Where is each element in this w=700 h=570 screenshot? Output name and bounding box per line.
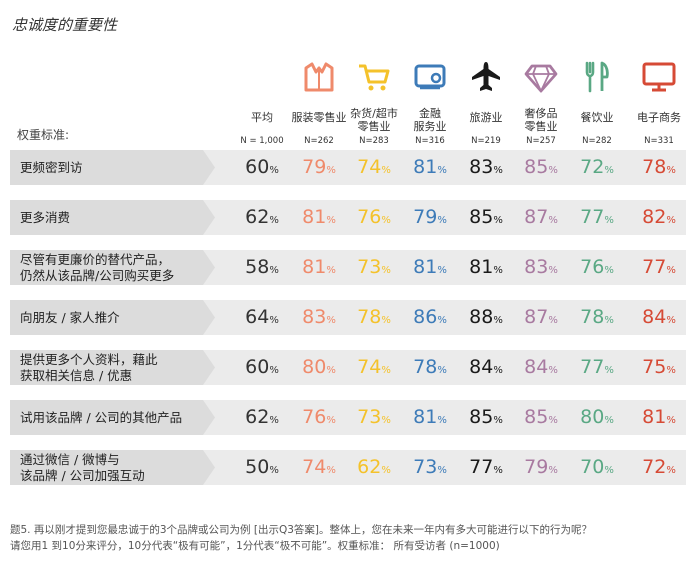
- column-sample-size: N=257: [526, 136, 556, 146]
- column-sample-size: N=316: [415, 136, 445, 146]
- footnote: 题5. 再以刚才提到您最忠诚于的3个品牌或公司为例 [出示Q3答案]。整体上，您…: [10, 522, 700, 554]
- value-cell: 80%: [302, 356, 336, 378]
- shopping-cart-icon: [357, 60, 391, 94]
- column-label: 电子商务: [637, 111, 681, 124]
- value-cell: 85%: [524, 406, 558, 428]
- value-cell: 78%: [357, 306, 391, 328]
- diamond-icon: [524, 60, 558, 94]
- row-label: 尽管有更廉价的替代产品， 仍然从该品牌/公司购买更多: [10, 250, 215, 285]
- value-cell: 73%: [357, 256, 391, 278]
- value-cell: 87%: [524, 206, 558, 228]
- column-sample-size: N = 1,000: [240, 136, 284, 146]
- shirt-icon: [302, 60, 336, 94]
- value-cell: 76%: [302, 406, 336, 428]
- value-cell: 73%: [413, 456, 447, 478]
- value-cell: 85%: [469, 406, 503, 428]
- value-cell: 50%: [245, 456, 279, 478]
- fork-knife-icon: [580, 60, 614, 94]
- value-cell: 70%: [580, 456, 614, 478]
- value-cell: 84%: [642, 306, 676, 328]
- value-cell: 81%: [642, 406, 676, 428]
- value-cell: 83%: [302, 306, 336, 328]
- value-cell: 79%: [302, 156, 336, 178]
- value-cell: 78%: [580, 306, 614, 328]
- value-cell: 82%: [642, 206, 676, 228]
- column-sample-size: N=331: [644, 136, 674, 146]
- value-cell: 60%: [245, 356, 279, 378]
- value-cell: 80%: [580, 406, 614, 428]
- row-label: 提供更多个人资料，藉此 获取相关信息 / 优惠: [10, 350, 215, 385]
- row-label: 试用该品牌 / 公司的其他产品: [10, 400, 215, 435]
- value-cell: 84%: [524, 356, 558, 378]
- value-cell: 75%: [642, 356, 676, 378]
- value-cell: 81%: [302, 256, 336, 278]
- footnote-line-2: 请您用1 到10分来评分，10分代表“极有可能”，1分代表“极不可能”。权重标准…: [10, 540, 500, 552]
- value-cell: 74%: [357, 156, 391, 178]
- value-cell: 76%: [580, 256, 614, 278]
- value-cell: 78%: [642, 156, 676, 178]
- column-label: 餐饮业: [580, 111, 614, 124]
- value-cell: 77%: [580, 356, 614, 378]
- value-cell: 83%: [469, 156, 503, 178]
- column-label: 旅游业: [469, 111, 503, 124]
- column-label: 平均: [251, 111, 273, 124]
- value-cell: 81%: [469, 256, 503, 278]
- value-cell: 60%: [245, 156, 279, 178]
- row-label: 通过微信 / 微博与 该品牌 / 公司加强互动: [10, 450, 215, 485]
- value-cell: 85%: [524, 156, 558, 178]
- value-cell: 64%: [245, 306, 279, 328]
- value-cell: 85%: [469, 206, 503, 228]
- value-cell: 88%: [469, 306, 503, 328]
- value-cell: 78%: [413, 356, 447, 378]
- chart-title: 忠诚度的重要性: [12, 16, 118, 34]
- value-cell: 87%: [524, 306, 558, 328]
- value-cell: 72%: [580, 156, 614, 178]
- value-cell: 79%: [413, 206, 447, 228]
- value-cell: 81%: [413, 156, 447, 178]
- column-sample-size: N=282: [582, 136, 612, 146]
- value-cell: 77%: [642, 256, 676, 278]
- weight-label: 权重标准:: [17, 128, 70, 142]
- value-cell: 77%: [580, 206, 614, 228]
- value-cell: 81%: [302, 206, 336, 228]
- row-label: 更多消费: [10, 200, 215, 235]
- airplane-icon: [469, 60, 503, 94]
- value-cell: 84%: [469, 356, 503, 378]
- column-label: 金融 服务业: [413, 107, 447, 133]
- value-cell: 73%: [357, 406, 391, 428]
- value-cell: 74%: [302, 456, 336, 478]
- value-cell: 72%: [642, 456, 676, 478]
- column-sample-size: N=262: [304, 136, 334, 146]
- monitor-icon: [642, 60, 676, 94]
- value-cell: 81%: [413, 256, 447, 278]
- value-cell: 79%: [524, 456, 558, 478]
- column-label: 服装零售业: [291, 111, 347, 124]
- value-cell: 62%: [245, 206, 279, 228]
- value-cell: 62%: [245, 406, 279, 428]
- column-label: 杂货/超市 零售业: [350, 107, 398, 133]
- value-cell: 76%: [357, 206, 391, 228]
- column-label: 奢侈品 零售业: [524, 107, 558, 133]
- column-sample-size: N=283: [359, 136, 389, 146]
- payment-card-icon: [413, 60, 447, 94]
- value-cell: 81%: [413, 406, 447, 428]
- row-label: 向朋友 / 家人推介: [10, 300, 215, 335]
- footnote-line-1: 题5. 再以刚才提到您最忠诚于的3个品牌或公司为例 [出示Q3答案]。整体上，您…: [10, 524, 593, 536]
- value-cell: 83%: [524, 256, 558, 278]
- value-cell: 74%: [357, 356, 391, 378]
- value-cell: 58%: [245, 256, 279, 278]
- value-cell: 62%: [357, 456, 391, 478]
- value-cell: 86%: [413, 306, 447, 328]
- value-cell: 77%: [469, 456, 503, 478]
- row-label: 更频密到访: [10, 150, 215, 185]
- column-sample-size: N=219: [471, 136, 501, 146]
